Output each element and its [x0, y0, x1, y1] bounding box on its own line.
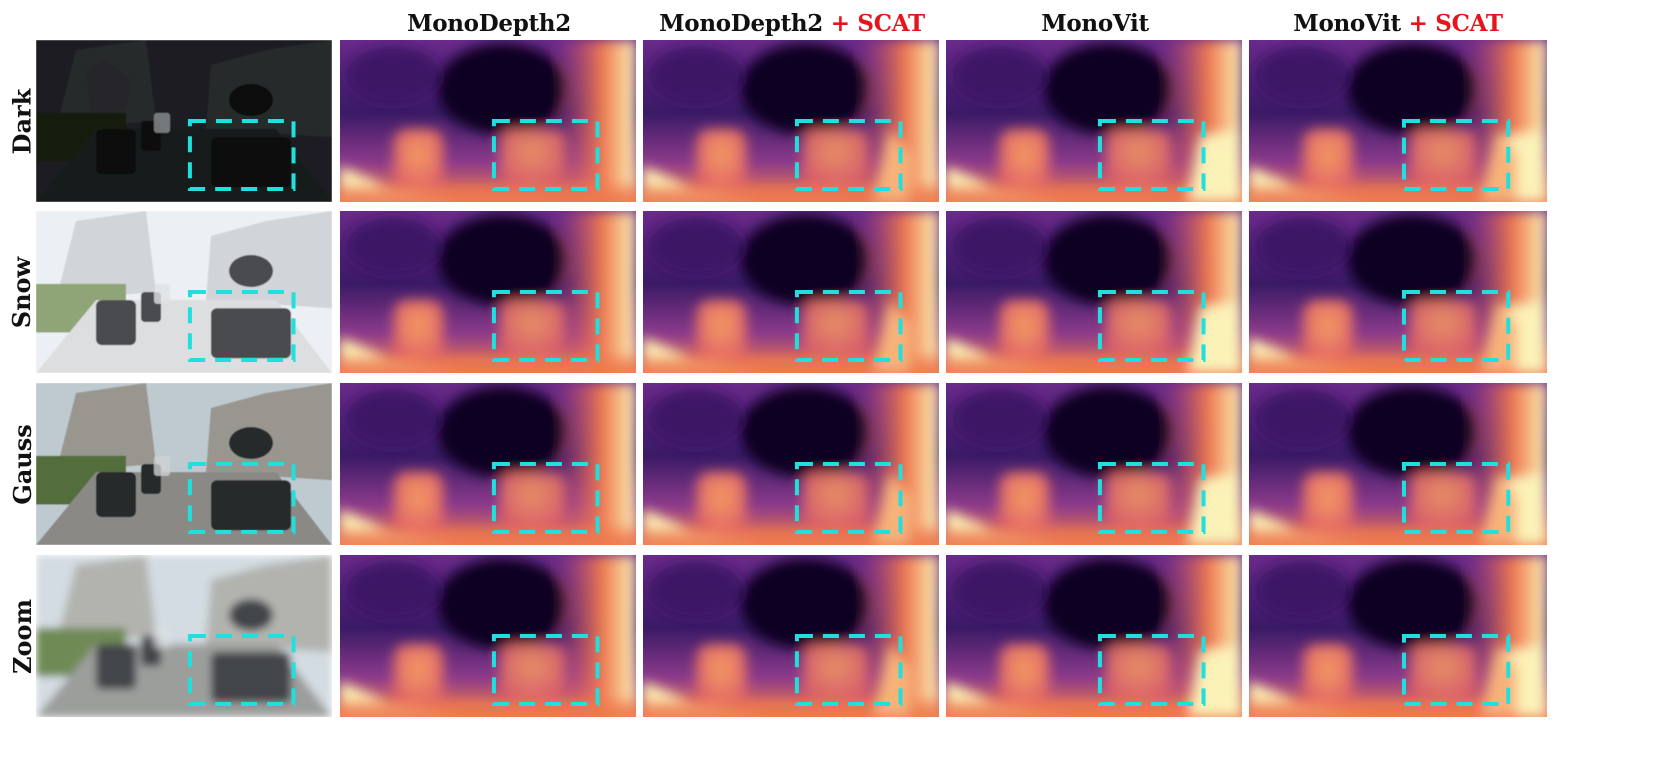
highlight-box	[491, 119, 600, 192]
highlight-box	[794, 290, 903, 363]
column-header-monodepth2-scat: MonoDepth2 + SCAT	[659, 10, 925, 37]
panel-dark-monodepth2-scat	[643, 40, 939, 202]
panel-dark-monodepth2	[340, 40, 636, 202]
highlight-box	[794, 462, 903, 535]
highlight-box	[491, 634, 600, 707]
highlight-box	[491, 462, 600, 535]
panel-snow-monovit-scat	[1249, 211, 1547, 373]
panel-gauss-input-rgb	[36, 383, 332, 545]
highlight-box	[1097, 462, 1206, 535]
column-header-monovit: MonoVit	[1041, 10, 1149, 37]
highlight-box	[1401, 290, 1511, 363]
highlight-box	[187, 119, 296, 192]
panel-gauss-monodepth2-scat	[643, 383, 939, 545]
highlight-box	[187, 290, 296, 363]
panel-dark-monovit-scat	[1249, 40, 1547, 202]
highlight-box	[1097, 119, 1206, 192]
panel-zoom-input-rgb	[36, 555, 332, 717]
highlight-box	[187, 634, 296, 707]
panel-gauss-monodepth2	[340, 383, 636, 545]
panel-snow-monodepth2-scat	[643, 211, 939, 373]
panel-gauss-monovit-scat	[1249, 383, 1547, 545]
panel-zoom-monodepth2-scat	[643, 555, 939, 717]
highlight-box	[187, 462, 296, 535]
highlight-box	[794, 634, 903, 707]
row-label-gauss: Gauss	[7, 423, 37, 505]
highlight-box	[1097, 634, 1206, 707]
panel-dark-input-rgb	[36, 40, 332, 202]
panel-gauss-monovit	[946, 383, 1242, 545]
panel-snow-monovit	[946, 211, 1242, 373]
highlight-box	[1401, 634, 1511, 707]
panel-zoom-monodepth2	[340, 555, 636, 717]
panel-snow-input-rgb	[36, 211, 332, 373]
row-label-dark: Dark	[7, 88, 37, 154]
highlight-box	[1401, 462, 1511, 535]
highlight-box	[491, 290, 600, 363]
row-label-zoom: Zoom	[7, 598, 37, 674]
highlight-box	[1097, 290, 1206, 363]
column-header-monovit-scat: MonoVit + SCAT	[1293, 10, 1503, 37]
highlight-box	[1401, 119, 1511, 192]
panel-zoom-monovit-scat	[1249, 555, 1547, 717]
panel-zoom-monovit	[946, 555, 1242, 717]
panel-dark-monovit	[946, 40, 1242, 202]
panel-snow-monodepth2	[340, 211, 636, 373]
highlight-box	[794, 119, 903, 192]
column-header-monodepth2: MonoDepth2	[407, 10, 571, 37]
row-label-snow: Snow	[7, 256, 37, 328]
